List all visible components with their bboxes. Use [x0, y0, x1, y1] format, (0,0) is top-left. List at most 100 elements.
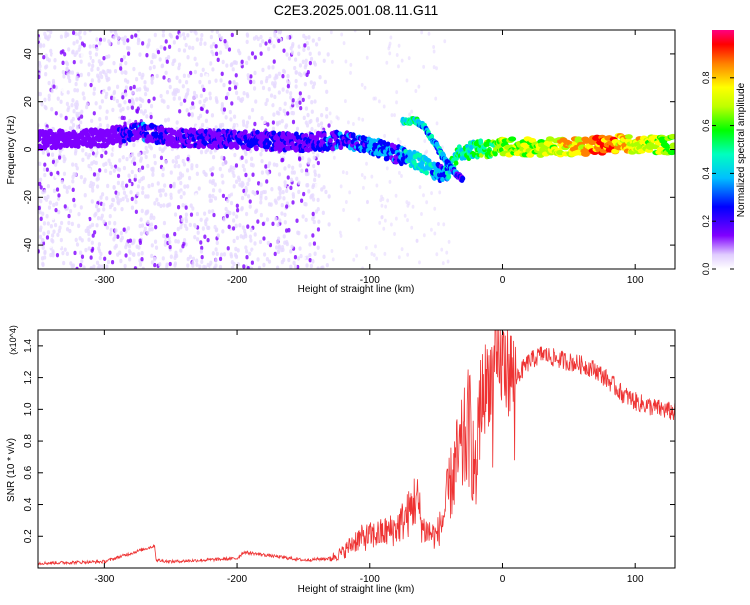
- heatmap-cell: [222, 107, 227, 112]
- heatmap-cell: [210, 172, 214, 177]
- heatmap-cell: [176, 226, 180, 232]
- heatmap-cell: [249, 227, 253, 233]
- heatmap-cell: [283, 101, 287, 106]
- heatmap-cell: [209, 61, 213, 66]
- heatmap-cell: [266, 240, 270, 246]
- heatmap-cell: [106, 259, 111, 265]
- heatmap-cell: [97, 248, 102, 254]
- heatmap-cell: [197, 186, 201, 191]
- heatmap-cell: [330, 59, 334, 64]
- heatmap-cell: [317, 219, 321, 225]
- heatmap-cell: [276, 265, 280, 269]
- heatmap-cell: [397, 64, 400, 69]
- heatmap-cell: [214, 247, 218, 252]
- heatmap-cell: [341, 170, 345, 175]
- heatmap-cell: [151, 52, 155, 58]
- heatmap-cell: [217, 33, 222, 39]
- heatmap-cell: [417, 84, 421, 89]
- heatmap-cell: [118, 143, 122, 149]
- heatmap-cell: [120, 151, 124, 156]
- heatmap-cell: [45, 167, 49, 172]
- heatmap-cell: [144, 91, 148, 97]
- heatmap-cell: [210, 30, 214, 33]
- heatmap-cell: [183, 35, 187, 41]
- heatmap-cell: [249, 162, 254, 167]
- heatmap-cell: [302, 47, 306, 53]
- heatmap-cell: [407, 56, 411, 61]
- heatmap-cell: [159, 45, 163, 50]
- heatmap-cell: [75, 39, 79, 44]
- heatmap-cell: [218, 264, 223, 269]
- heatmap-cell: [259, 34, 263, 40]
- heatmap-cell: [157, 188, 162, 194]
- heatmap-cell: [265, 98, 269, 103]
- heatmap-cell: [374, 96, 377, 101]
- heatmap-cell: [90, 78, 94, 83]
- heatmap-cell: [220, 238, 225, 244]
- heatmap-cell: [262, 236, 266, 241]
- heatmap-cell: [216, 57, 220, 63]
- heatmap-cell: [98, 41, 102, 46]
- heatmap-cell: [310, 126, 314, 132]
- heatmap-cell: [253, 55, 257, 60]
- heatmap-cell: [43, 249, 47, 255]
- heatmap-cell: [259, 193, 263, 199]
- snr-x-tick-label: -200: [227, 574, 247, 585]
- heatmap-cell: [160, 98, 164, 103]
- heatmap-cell: [124, 194, 128, 199]
- heatmap-cell: [168, 84, 172, 90]
- heatmap-cell: [291, 98, 295, 103]
- heatmap-cell: [90, 222, 95, 228]
- heatmap-cell: [211, 194, 215, 199]
- heatmap-cell: [310, 109, 314, 114]
- heatmap-cell: [162, 75, 166, 80]
- heatmap-cell: [418, 260, 421, 265]
- heatmap-cell: [141, 190, 145, 195]
- snr-panel: -300 -200 -100 0 100 0.2 0.4 0.6 0.8 1.0 1.2 1.4 H…: [6, 325, 676, 595]
- heatmap-cell: [174, 250, 178, 256]
- heatmap-cell: [378, 220, 382, 225]
- heatmap-cell: [182, 162, 187, 167]
- heatmap-cell: [309, 263, 313, 269]
- heatmap-cell: [209, 44, 213, 49]
- heatmap-cell: [208, 91, 212, 96]
- heatmap-cell: [245, 124, 249, 129]
- heatmap-cell: [286, 111, 290, 116]
- heatmap-cell: [388, 51, 392, 56]
- heatmap-cell: [116, 201, 121, 206]
- heatmap-cell: [410, 109, 414, 114]
- heatmap-cell: [283, 212, 287, 218]
- heatmap-cell: [195, 237, 200, 242]
- heatmap-cell: [117, 118, 121, 123]
- heatmap-cell: [232, 129, 237, 135]
- heatmap-cell: [191, 101, 195, 106]
- heatmap-cell: [290, 244, 294, 249]
- heatmap-cell: [62, 260, 66, 266]
- heatmap-cell: [206, 237, 210, 243]
- heatmap-cell: [361, 117, 365, 122]
- heatmap-cell: [342, 208, 345, 213]
- heatmap-cell: [295, 218, 299, 223]
- heatmap-cell: [56, 96, 60, 101]
- heatmap-cell: [357, 116, 361, 121]
- heatmap-cell: [294, 84, 298, 89]
- heatmap-cell: [80, 109, 84, 115]
- heatmap-cell: [281, 87, 285, 92]
- heatmap-cell: [176, 239, 180, 244]
- heatmap-cell: [440, 176, 445, 183]
- heatmap-cell: [281, 157, 285, 163]
- heatmap-cell: [410, 225, 414, 230]
- heatmap-cell: [120, 206, 124, 212]
- heatmap-cell: [50, 88, 54, 94]
- heatmap-cell: [172, 90, 176, 95]
- heatmap-cell: [418, 185, 422, 190]
- heatmap-cell: [43, 255, 47, 260]
- heatmap-cell: [285, 188, 289, 194]
- heatmap-cell: [97, 242, 102, 247]
- heatmap-cell: [403, 213, 407, 218]
- heatmap-cell: [141, 266, 145, 269]
- heatmap-cell: [120, 201, 124, 207]
- heatmap-cell: [123, 263, 127, 269]
- heatmap-cell: [240, 207, 244, 212]
- snr-x-axis-label: Height of straight line (km): [298, 584, 415, 595]
